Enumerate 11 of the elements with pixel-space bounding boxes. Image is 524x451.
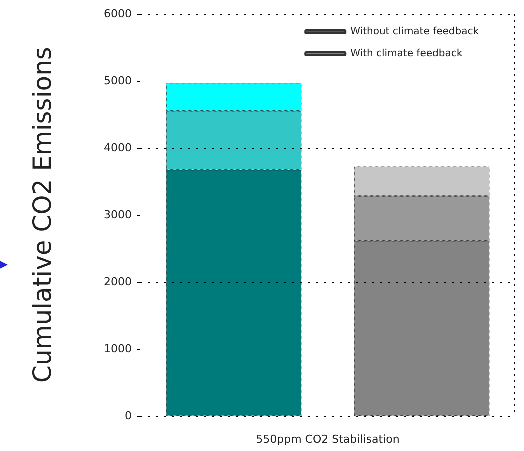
x-axis-title: 550ppm CO2 Stabilisation — [256, 433, 400, 446]
legend-label: With climate feedback — [350, 48, 463, 60]
y-tick-label: 3000 — [104, 208, 132, 222]
y-tick-label: 1000 — [104, 342, 132, 356]
legend-label: Without climate feedback — [350, 26, 480, 38]
y-tick-label: 4000 — [104, 142, 132, 154]
y-tick-label: 0 — [125, 410, 132, 422]
y-tick-label: 2000 — [104, 276, 132, 288]
y-axis-title: Cumulative CO2 Emissions — [28, 47, 57, 383]
y-tick-label: 5000 — [104, 74, 132, 88]
y-tick-label: 6000 — [104, 8, 132, 20]
